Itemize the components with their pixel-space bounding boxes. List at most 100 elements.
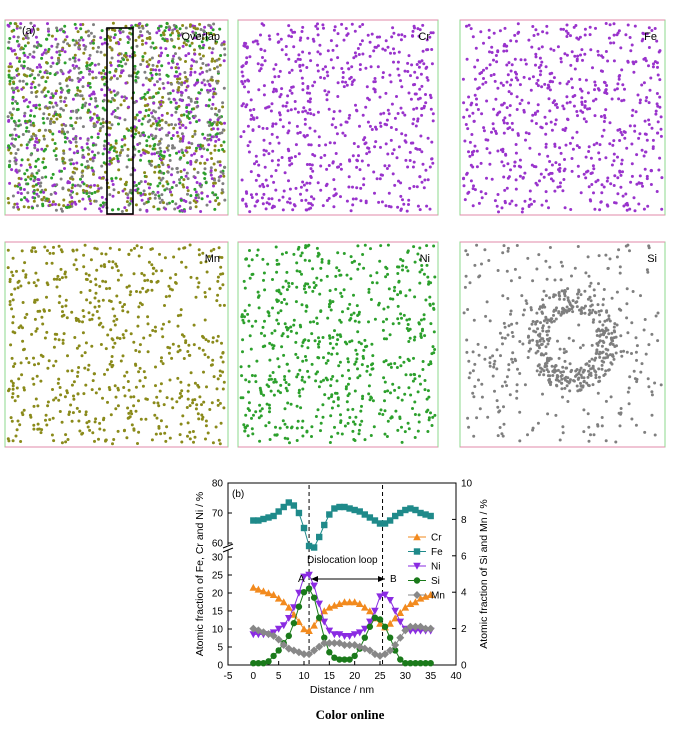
atom-dot xyxy=(51,251,55,255)
atom-dot xyxy=(8,62,12,66)
atom-dot xyxy=(12,205,16,209)
atom-dot xyxy=(134,385,138,389)
atom-dot xyxy=(194,205,198,209)
atom-dot xyxy=(312,320,316,324)
atom-dot xyxy=(421,23,425,27)
atom-dot xyxy=(94,96,97,100)
atom-dot xyxy=(529,88,533,92)
atom-dot xyxy=(544,122,548,126)
atom-dot xyxy=(364,141,368,145)
atom-dot xyxy=(295,124,299,128)
atom-dot xyxy=(192,199,196,203)
atom-dot xyxy=(345,400,349,404)
atom-dot xyxy=(102,98,106,102)
atom-dot xyxy=(172,255,176,259)
atom-dot xyxy=(77,344,81,348)
atom-dot xyxy=(415,76,419,80)
atom-dot xyxy=(360,419,364,423)
atom-dot xyxy=(375,281,379,285)
atom-dot xyxy=(193,132,197,136)
atom-dot xyxy=(497,410,501,414)
atom-dot xyxy=(344,385,348,389)
atom-dot xyxy=(222,40,226,44)
atom-dot xyxy=(372,80,376,84)
atom-dot xyxy=(83,366,87,370)
atom-dot xyxy=(519,58,523,62)
atom-dot xyxy=(593,80,597,84)
atom-dot xyxy=(281,285,285,289)
atom-dot xyxy=(586,91,590,95)
atom-dot xyxy=(651,138,655,142)
atom-dot xyxy=(631,108,635,112)
atom-dot xyxy=(181,137,185,141)
atom-dot xyxy=(480,196,484,200)
atom-dot xyxy=(365,344,369,348)
atom-dot xyxy=(389,51,392,55)
atom-dot xyxy=(587,274,591,278)
atom-dot xyxy=(268,37,272,41)
atom-dot xyxy=(83,207,87,211)
atom-dot xyxy=(295,269,299,273)
atom-dot xyxy=(200,413,204,417)
atom-dot xyxy=(193,70,197,74)
atom-dot xyxy=(43,336,47,340)
atom-dot xyxy=(45,281,49,285)
atom-dot xyxy=(169,100,173,104)
atom-dot xyxy=(403,69,407,73)
atom-dot xyxy=(418,208,422,212)
atom-dot xyxy=(348,113,352,117)
atom-dot xyxy=(262,148,266,152)
atom-dot xyxy=(335,352,339,356)
atom-dot xyxy=(619,350,623,354)
atom-dot xyxy=(320,260,324,264)
atom-dot xyxy=(11,392,15,396)
atom-dot xyxy=(404,158,408,162)
atom-dot xyxy=(16,280,20,284)
atom-dot xyxy=(416,119,420,123)
atom-dot xyxy=(21,37,25,41)
atom-dot xyxy=(11,101,14,105)
atom-dot xyxy=(358,423,362,427)
atom-dot xyxy=(301,88,305,92)
atom-dot xyxy=(70,310,74,314)
atom-dot xyxy=(340,374,344,378)
atom-dot xyxy=(384,204,388,208)
atom-dot xyxy=(579,191,583,195)
atom-dot xyxy=(203,136,207,140)
atom-dot xyxy=(138,141,142,145)
atom-dot xyxy=(569,370,573,374)
atom-dot xyxy=(339,167,343,171)
atom-dot xyxy=(656,65,659,69)
atom-dot xyxy=(223,47,227,51)
atom-dot xyxy=(32,44,36,48)
atom-dot xyxy=(251,40,255,44)
atom-dot xyxy=(585,170,588,174)
atom-dot xyxy=(36,188,40,192)
atom-dot xyxy=(598,339,602,343)
atom-dot xyxy=(571,310,575,314)
atom-dot xyxy=(7,118,11,122)
atom-dot xyxy=(357,428,361,432)
atom-dot xyxy=(373,145,377,149)
atom-dot xyxy=(247,90,250,94)
atom-dot xyxy=(62,30,66,33)
atom-dot xyxy=(588,359,591,363)
atom-dot xyxy=(547,325,551,329)
atom-dot xyxy=(617,307,621,311)
atom-dot xyxy=(272,67,276,71)
atom-dot xyxy=(301,82,305,85)
atom-dot xyxy=(98,387,101,391)
atom-dot xyxy=(264,149,268,153)
atom-dot xyxy=(425,38,429,42)
atom-dot xyxy=(27,130,31,133)
atom-dot xyxy=(44,128,47,132)
atom-dot xyxy=(81,76,85,79)
atom-dot xyxy=(51,200,55,204)
atom-dot xyxy=(361,253,365,256)
atom-dot xyxy=(186,421,190,425)
atom-dot xyxy=(502,131,506,135)
atom-dot xyxy=(317,385,321,389)
atom-dot xyxy=(397,50,401,54)
atom-dot xyxy=(500,160,504,164)
atom-dot xyxy=(189,23,192,27)
